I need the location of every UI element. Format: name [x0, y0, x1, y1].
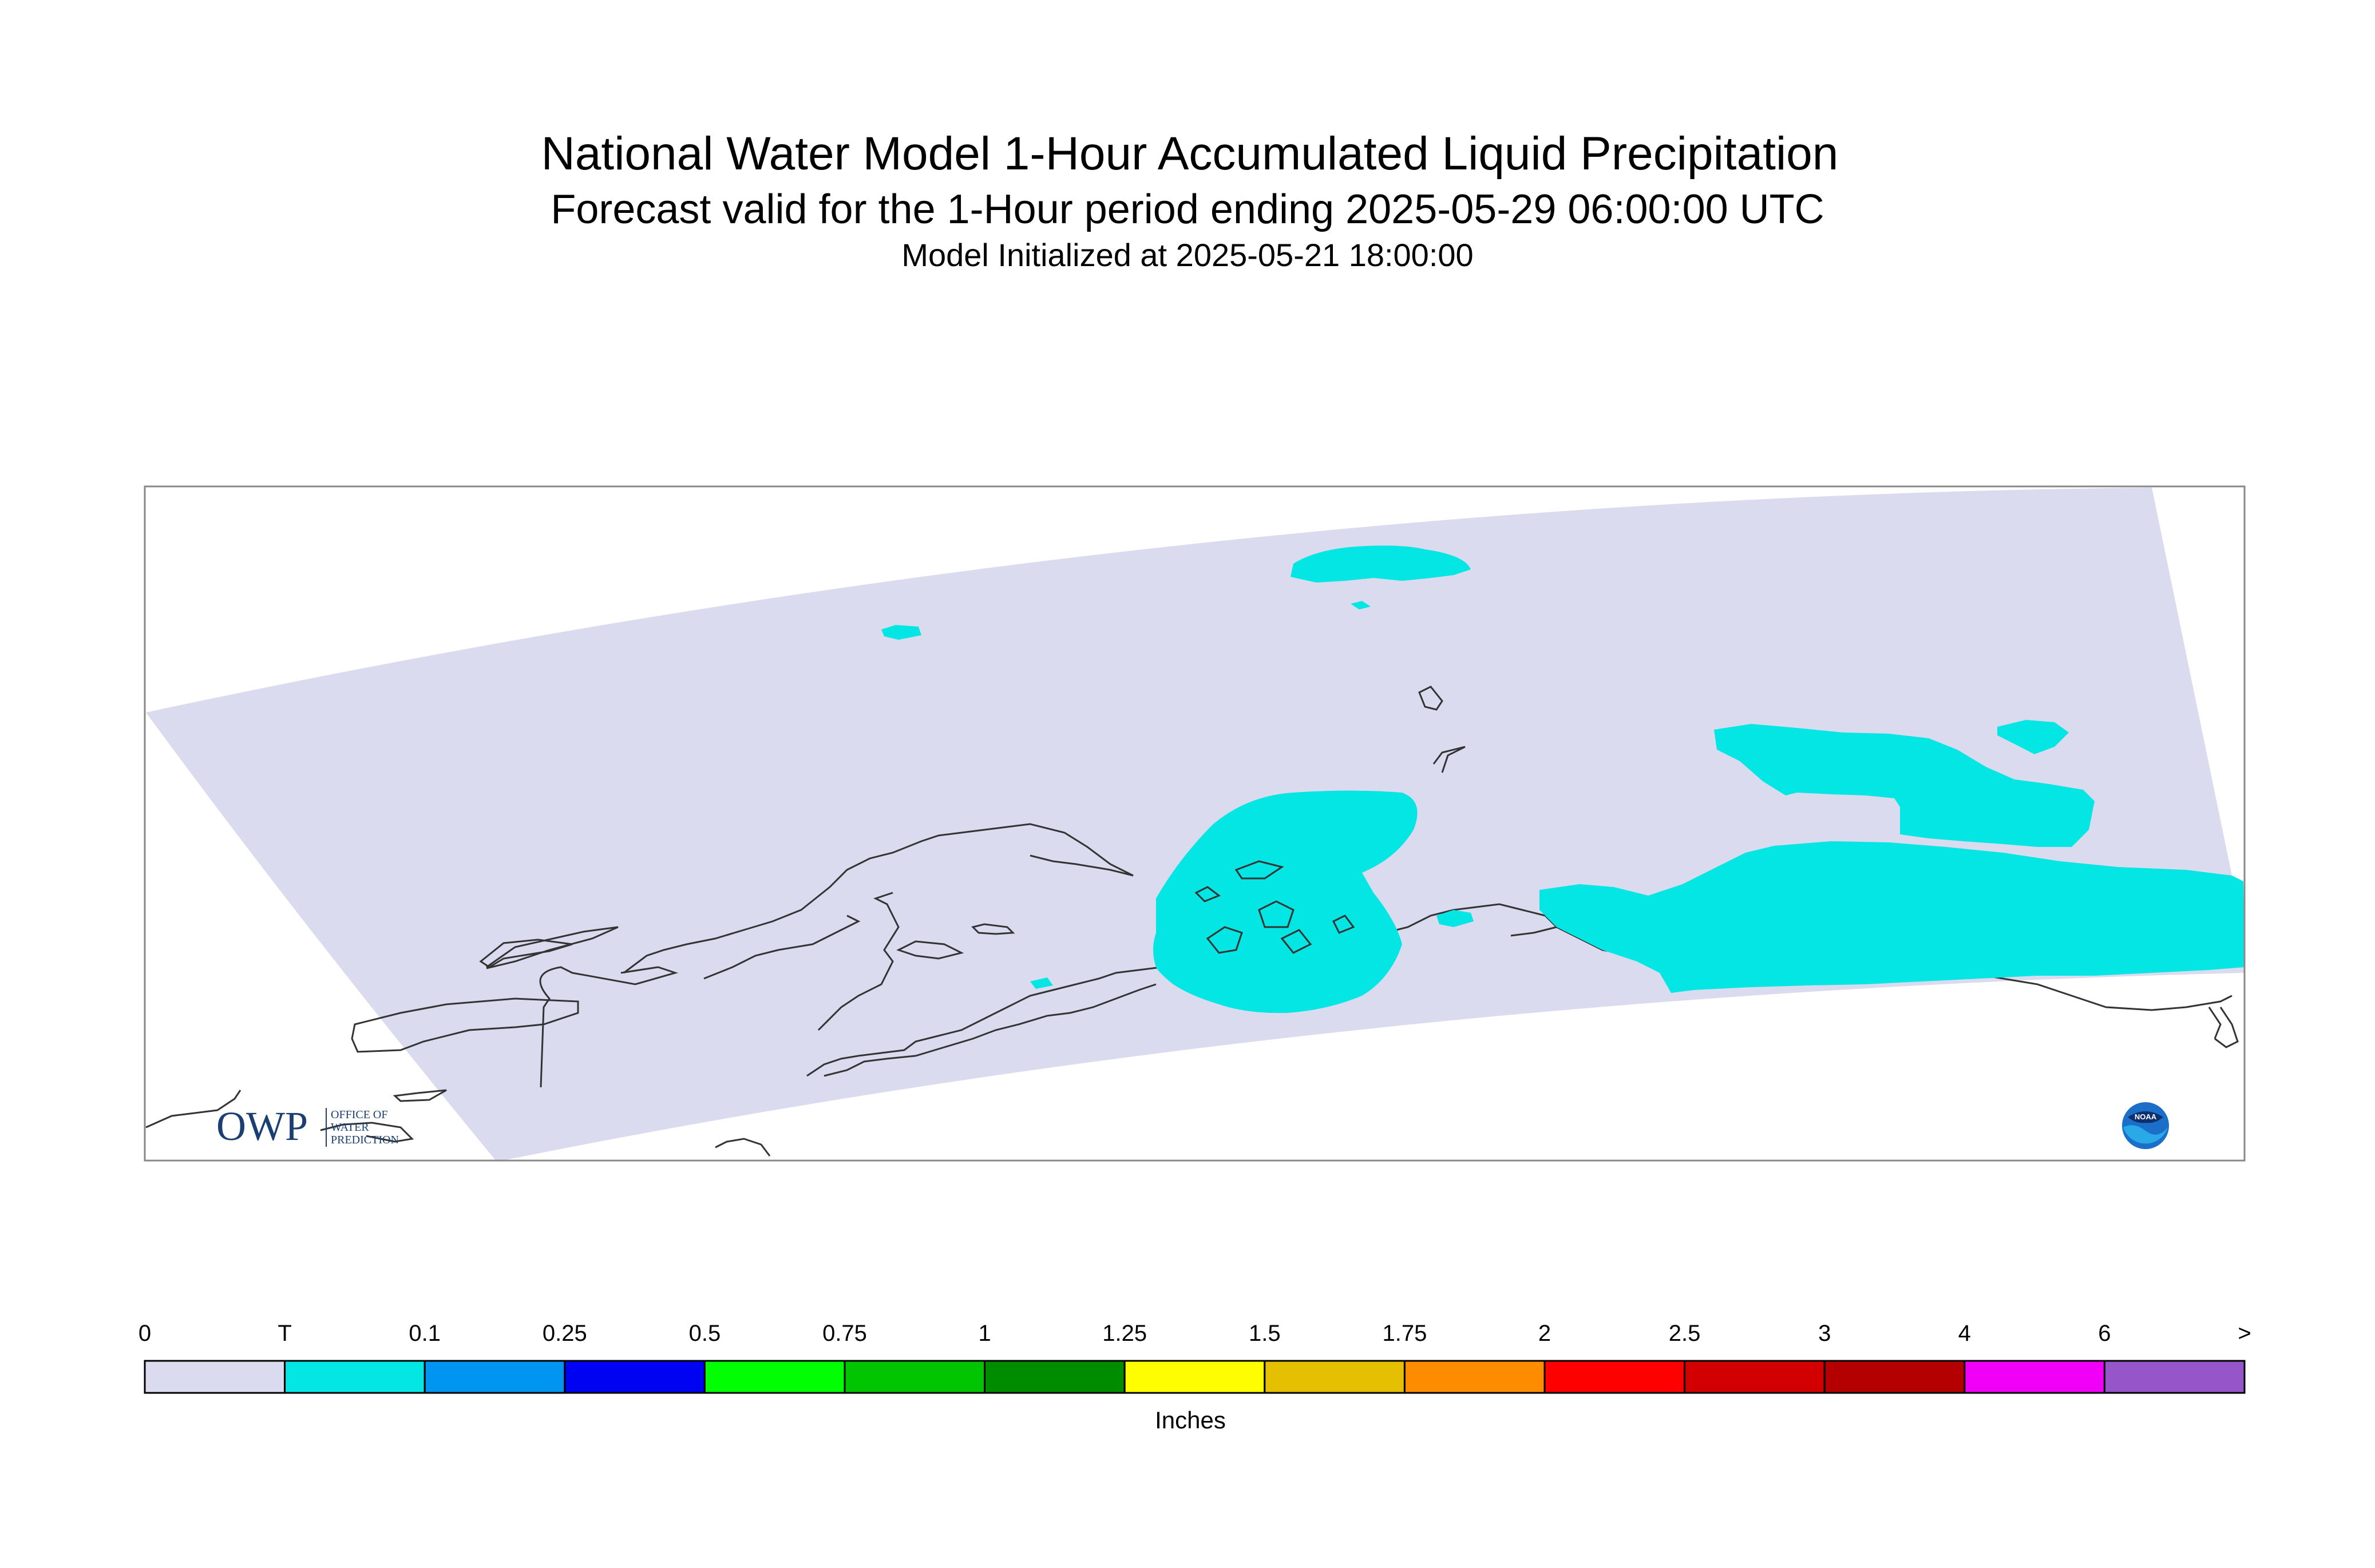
- coastline-st-lawrence-island: [896, 940, 964, 960]
- legend-break-label: 2.5: [1668, 1321, 1701, 1346]
- coastline-north-slope: [623, 823, 1134, 974]
- legend-break-label: 1.75: [1382, 1321, 1427, 1346]
- owp-logo: OWP OFFICE OF WATER PREDICTION: [216, 1104, 399, 1149]
- trace-precip-areas: [881, 545, 2245, 1013]
- coastline-new-siberian-island: [1432, 746, 1466, 773]
- legend-color-bar: [144, 1360, 2246, 1394]
- legend-break-label: 0.1: [409, 1321, 441, 1346]
- legend-swatch: [1123, 1360, 1266, 1394]
- legend-break-label: 3: [1818, 1321, 1831, 1346]
- legend-break-label: >: [2238, 1321, 2251, 1346]
- coastline-southeast-alaska: [2214, 1007, 2239, 1048]
- legend-swatch: [984, 1360, 1126, 1394]
- legend-swatch: [703, 1360, 846, 1394]
- coastline-nunivak-island: [971, 923, 1015, 935]
- legend-swatch: [423, 1360, 566, 1394]
- legend-break-label: 0.25: [542, 1321, 587, 1346]
- legend-break-label: 0.75: [822, 1321, 867, 1346]
- legend-swatch: [844, 1360, 986, 1394]
- coastline-island-cluster-5: [1194, 886, 1221, 902]
- coastline-island-cluster-1: [1206, 926, 1243, 954]
- noaa-logo: NOAA: [2122, 1102, 2169, 1149]
- model-domain-area: [146, 488, 2245, 1162]
- coastline-island-cluster-3: [1280, 929, 1312, 954]
- coastline-aleutian-chain: [824, 983, 1157, 1077]
- legend-swatch: [144, 1360, 286, 1394]
- legend-break-label: 2: [1538, 1321, 1551, 1346]
- coastline-island-cluster-6: [1234, 860, 1284, 880]
- legend-swatch: [2103, 1360, 2246, 1394]
- legend-break-label: 1: [978, 1321, 991, 1346]
- coastline-southwest-hook: [393, 1089, 447, 1102]
- legend-swatch: [1823, 1360, 1966, 1394]
- trace-area-north-small: [1351, 601, 1371, 609]
- coastline-alaska-peninsula: [806, 966, 1162, 1077]
- noaa-logo-wave: [2123, 1125, 2168, 1144]
- coastline-island-cluster-4: [1332, 914, 1355, 934]
- trace-area-small-west: [1030, 977, 1053, 989]
- coastline-wrangel-island: [1418, 686, 1443, 711]
- coastline-yukon-delta: [351, 997, 579, 1053]
- coastline-southwest-point: [145, 1090, 242, 1129]
- coastline-kotzebue: [703, 914, 861, 980]
- map-frame: [144, 485, 2246, 1162]
- legend-swatch: [1264, 1360, 1406, 1394]
- coastline-east-edge: [2208, 1007, 2222, 1039]
- legend-break-label: 1.5: [1248, 1321, 1281, 1346]
- legend-swatch: [284, 1360, 426, 1394]
- coastline-southwest-minor: [320, 1122, 414, 1143]
- legend-swatch: [564, 1360, 706, 1394]
- coastline-prince-william-sound: [1407, 903, 1558, 937]
- coastline-mainland: [479, 939, 573, 968]
- trace-area-northeast-band: [1714, 724, 2095, 847]
- model-initialized-line: Model Initialized at 2025-05-21 18:00:00: [901, 237, 1474, 273]
- trace-area-gulf-main: [1539, 841, 2245, 993]
- coastline-bottom-left-stub: [715, 1138, 771, 1157]
- legend-break-label: 0: [138, 1321, 152, 1346]
- trace-area-arctic-dot: [881, 625, 921, 640]
- legend-swatch: [1543, 1360, 1686, 1394]
- trace-area-peninsula-blob: [1436, 910, 1474, 927]
- owp-logo-line-2: WATER: [331, 1121, 369, 1134]
- map-title: National Water Model 1-Hour Accumulated …: [541, 128, 1839, 180]
- noaa-logo-text: NOAA: [2135, 1112, 2157, 1121]
- noaa-logo-bird: [2128, 1111, 2163, 1123]
- coastline-seward-peninsula: [486, 926, 619, 969]
- legend-swatch: [1964, 1360, 2105, 1394]
- trace-area-north-blob: [1291, 545, 1471, 583]
- coastline-bristol-bay: [817, 892, 900, 1031]
- legend-break-label: 4: [1958, 1321, 1971, 1346]
- owp-logo-mark: OWP: [216, 1104, 308, 1149]
- coastline-island-cluster-2: [1258, 900, 1295, 928]
- legend-break-label: 1.25: [1102, 1321, 1147, 1346]
- legend-break-label: 0.5: [688, 1321, 721, 1346]
- owp-logo-line-1: OFFICE OF: [331, 1108, 387, 1121]
- legend-swatch: [1684, 1360, 1826, 1394]
- owp-logo-line-3: PREDICTION: [331, 1134, 399, 1146]
- island-coastlines: [1194, 860, 1355, 954]
- trace-area-northeast-dot: [1997, 720, 2069, 754]
- forecast-valid-subtitle: Forecast valid for the 1-Hour period end…: [551, 187, 1824, 232]
- legend-unit-label: Inches: [1155, 1407, 1226, 1434]
- legend-break-label: 6: [2098, 1321, 2111, 1346]
- trace-area-bering-west: [1153, 790, 1418, 1013]
- coastline-norton-sound: [539, 966, 679, 1088]
- legend-break-label: T: [278, 1321, 292, 1346]
- legend-swatch: [1403, 1360, 1546, 1394]
